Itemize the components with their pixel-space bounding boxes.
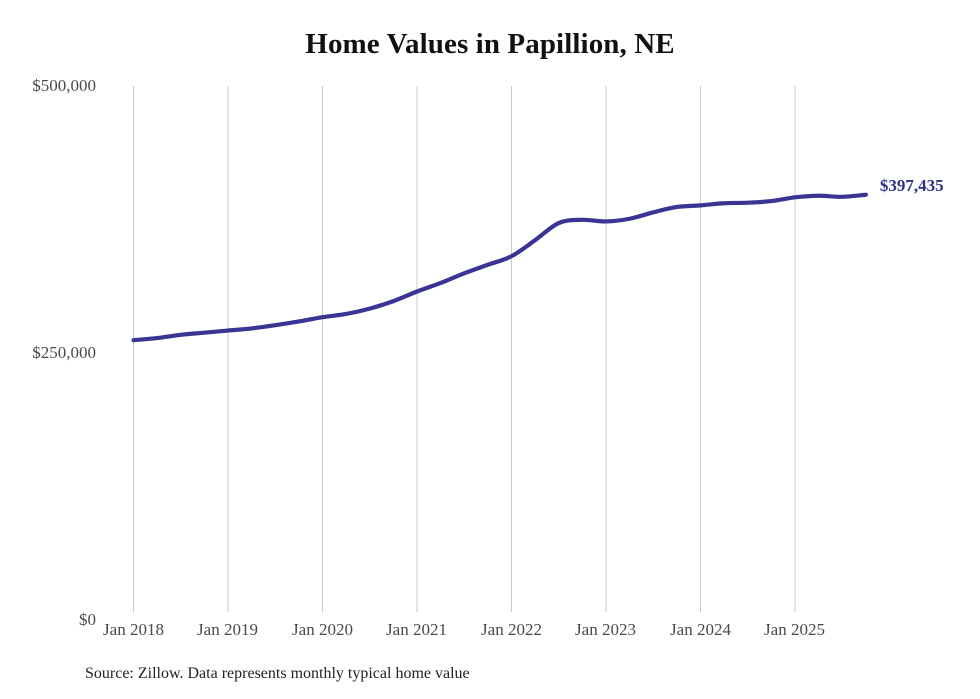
xtick-label-jan-2020: Jan 2020: [292, 620, 353, 639]
page-title: Home Values in Papillion, NE: [305, 28, 675, 60]
gridlines: [133, 86, 796, 612]
ytick-label-500000: $500,000: [32, 76, 96, 95]
ytick-label-250000: $250,000: [32, 343, 96, 362]
xtick-label-jan-2025: Jan 2025: [764, 620, 825, 639]
source-note: Source: Zillow. Data represents monthly …: [85, 665, 470, 682]
xtick-label-jan-2022: Jan 2022: [481, 620, 542, 639]
xtick-label-jan-2019: Jan 2019: [197, 620, 258, 639]
end-value-label: $397,435: [879, 175, 944, 195]
xtick-label-jan-2024: Jan 2024: [670, 620, 731, 639]
ytick-label-0: $0: [79, 610, 96, 629]
xtick-label-jan-2018: Jan 2018: [103, 620, 164, 639]
data-series-line: [131, 192, 868, 343]
xtick-label-jan-2023: Jan 2023: [575, 620, 636, 639]
xtick-label-jan-2021: Jan 2021: [386, 620, 447, 639]
